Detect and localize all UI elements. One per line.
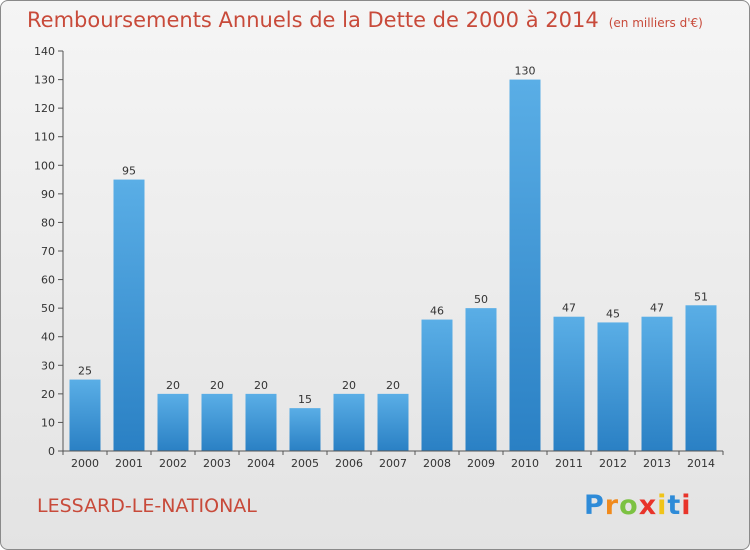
- logo-letter: i: [657, 490, 668, 521]
- x-tick-label: 2010: [511, 457, 539, 470]
- bar-2005: [289, 408, 321, 451]
- x-tick-label: 2008: [423, 457, 451, 470]
- logo-letter: o: [619, 490, 639, 521]
- x-tick-label: 2011: [555, 457, 583, 470]
- x-tick-label: 2014: [687, 457, 715, 470]
- bar-2000: [69, 379, 101, 451]
- y-axis: 0 10 20 30 40 50 60 70 80 90 100 110 120 130 140: [34, 45, 64, 458]
- chart-unit-label: (en milliers d'€): [608, 16, 703, 30]
- x-tick-label: 2006: [335, 457, 363, 470]
- bar-2012: [597, 322, 629, 451]
- x-tick-label: 2005: [291, 457, 319, 470]
- bar-2007: [377, 393, 409, 451]
- bar-value-label: 15: [298, 393, 312, 406]
- y-tick-label: 10: [41, 416, 55, 429]
- bar-2002: [157, 393, 189, 451]
- y-tick-label: 80: [41, 216, 55, 229]
- bar-value-label: 20: [254, 379, 268, 392]
- y-tick-label: 30: [41, 359, 55, 372]
- bars: 25 95 20 20 20 15 20 20 46 50 130 47 45 47 51: [69, 65, 717, 452]
- logo-letter: i: [681, 490, 692, 521]
- bar-value-label: 50: [474, 293, 488, 306]
- y-tick-label: 0: [48, 445, 55, 458]
- y-tick-label: 130: [34, 74, 55, 87]
- bar-value-label: 47: [650, 302, 664, 315]
- bar-value-label: 25: [78, 365, 92, 378]
- y-tick-label: 40: [41, 331, 55, 344]
- bar-value-label: 51: [694, 290, 708, 303]
- bar-2003: [201, 393, 233, 451]
- bar-2010: [509, 79, 541, 452]
- bar-2001: [113, 179, 145, 452]
- x-tick-label: 2001: [115, 457, 143, 470]
- chart-title-text: Remboursements Annuels de la Dette de 20…: [27, 8, 599, 32]
- bar-2014: [685, 305, 717, 451]
- bar-value-label: 20: [210, 379, 224, 392]
- x-tick-label: 2009: [467, 457, 495, 470]
- bar-value-label: 46: [430, 305, 444, 318]
- x-axis: 2000 2001 2002 2003 2004 2005 2006 2007 2008 2009…: [62, 450, 724, 470]
- y-tick-label: 110: [34, 131, 55, 144]
- y-tick-label: 60: [41, 274, 55, 287]
- proxiti-logo: Proxiti: [584, 490, 692, 521]
- x-tick-label: 2007: [379, 457, 407, 470]
- x-tick-label: 2002: [159, 457, 187, 470]
- logo-letter: x: [638, 490, 658, 521]
- bar-value-label: 20: [386, 379, 400, 392]
- bar-2004: [245, 393, 277, 451]
- y-tick-label: 70: [41, 245, 55, 258]
- bar-value-label: 95: [122, 165, 136, 178]
- bar-2008: [421, 319, 453, 451]
- chart-title: Remboursements Annuels de la Dette de 20…: [27, 8, 703, 32]
- bar-2011: [553, 316, 585, 451]
- y-tick-label: 120: [34, 102, 55, 115]
- logo-letter: r: [604, 490, 620, 521]
- commune-name: LESSARD-LE-NATIONAL: [37, 495, 257, 517]
- bar-2009: [465, 308, 497, 451]
- y-tick-label: 20: [41, 388, 55, 401]
- x-tick-label: 2013: [643, 457, 671, 470]
- logo-letter: P: [584, 490, 605, 521]
- x-tick-label: 2003: [203, 457, 231, 470]
- bar-value-label: 47: [562, 302, 576, 315]
- logo-letter: t: [667, 490, 682, 521]
- bar-2006: [333, 393, 365, 451]
- bar-value-label: 20: [342, 379, 356, 392]
- bar-2013: [641, 316, 673, 451]
- y-tick-label: 90: [41, 188, 55, 201]
- bar-value-label: 45: [606, 307, 620, 320]
- y-tick-label: 50: [41, 302, 55, 315]
- x-tick-label: 2012: [599, 457, 627, 470]
- x-tick-label: 2000: [71, 457, 99, 470]
- x-tick-label: 2004: [247, 457, 275, 470]
- y-tick-label: 100: [34, 159, 55, 172]
- bar-value-label: 20: [166, 379, 180, 392]
- y-tick-label: 140: [34, 45, 55, 58]
- bar-value-label: 130: [515, 65, 536, 78]
